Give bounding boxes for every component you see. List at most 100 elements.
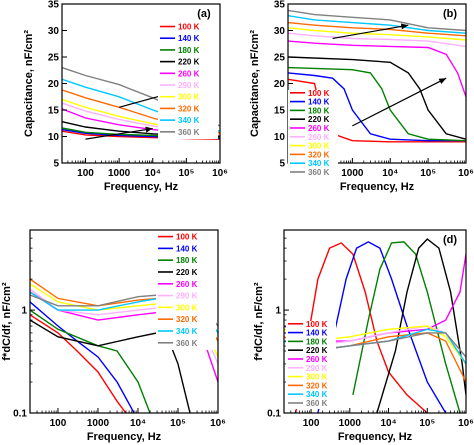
series-group [288, 9, 466, 143]
y-tick-label: 20 [274, 79, 286, 90]
x-tick-label: 10⁵ [419, 418, 435, 429]
x-tick-label: 1000 [339, 418, 362, 429]
plot-frame [283, 229, 467, 414]
legend-entry: 360 K [176, 339, 198, 348]
y-tick-label: 1 [21, 306, 27, 317]
y-tick-label: 35 [48, 0, 60, 11]
x-tick-label: 10⁵ [178, 168, 194, 179]
y-tick-label: 30 [274, 26, 286, 37]
series-line-220k [288, 56, 466, 140]
x-tick-label: 1000 [341, 168, 364, 179]
y-tick-label: 25 [274, 53, 286, 64]
legend-entry: 100 K [308, 89, 330, 98]
y-tick-label: 20 [48, 79, 60, 90]
series-line-290k [288, 32, 466, 48]
x-tick-label: 1000 [87, 418, 110, 429]
panel-label: (d) [443, 234, 457, 246]
plot-frame [29, 229, 219, 414]
y-tick-label: 10 [48, 132, 60, 143]
x-tick-label: 10⁶ [458, 418, 474, 429]
trend-arrowhead [438, 78, 447, 85]
legend-entry: 320 K [306, 381, 328, 390]
series-line-140k [317, 241, 447, 413]
x-tick-label: 100 [77, 168, 94, 179]
legend-entry: 220 K [308, 115, 330, 124]
y-axis-label: f*dC/df, nF/cm² [1, 282, 13, 361]
legend-entry: 320 K [178, 104, 200, 113]
legend-entry: 220 K [176, 268, 198, 277]
legend-entry: 260 K [176, 280, 198, 289]
legend-entry: 360 K [308, 168, 330, 177]
y-tick-label: 15 [274, 106, 286, 117]
legend-entry: 340 K [306, 390, 328, 399]
series-line-180k [30, 309, 151, 413]
y-tick-label: 15 [48, 106, 60, 117]
trend-arrow [352, 77, 447, 127]
series-line-320k [288, 21, 466, 37]
x-tick-label: 10⁶ [212, 168, 228, 179]
legend-entry: 220 K [306, 346, 328, 355]
series-line-100k [30, 314, 127, 413]
series-line-100k [295, 242, 428, 413]
legend-entry: 180 K [308, 106, 330, 115]
legend-entry: 340 K [176, 327, 198, 336]
legend-entry: 100 K [176, 233, 198, 242]
y-axis-label: Capacitance, nF/cm² [23, 30, 35, 137]
legend-entry: 100 K [306, 320, 328, 329]
trend-arrow [332, 24, 409, 40]
panel-label: (b) [443, 8, 457, 20]
series-line-100k [288, 78, 466, 143]
legend-entry: 290 K [306, 364, 328, 373]
legend-entry: 140 K [306, 329, 328, 338]
y-axis-label: Capacitance, nF/cm² [249, 30, 261, 137]
series-line-140k [30, 301, 135, 413]
series-line-140k [288, 72, 466, 142]
series-line-260k [288, 40, 466, 98]
legend-entry: 260 K [178, 69, 200, 78]
legend-entry: 180 K [306, 337, 328, 346]
legend-entry: 300 K [306, 373, 328, 382]
x-tick-label: 10⁶ [458, 168, 474, 179]
x-tick-label: 100 [50, 418, 67, 429]
panel-a: 100 1000 10⁴ 10⁵ 10⁶ 5 10 15 20 25 30 35 Frequency, … [23, 0, 228, 193]
x-axis-label: Frequency, Hz [340, 181, 415, 193]
legend-entry: 180 K [176, 256, 198, 265]
series-line-220k [30, 319, 191, 413]
y-tick-label: 1 [275, 306, 281, 317]
legend-entry: 260 K [306, 355, 328, 364]
x-tick-label: 10⁵ [170, 418, 186, 429]
legend-entry: 320 K [176, 315, 198, 324]
series-line-360k [288, 9, 466, 32]
legend-entry: 300 K [308, 142, 330, 151]
x-tick-label: 1000 [108, 168, 131, 179]
legend-entry: 340 K [308, 159, 330, 168]
y-tick-label: 5 [53, 159, 59, 170]
legend-entry: 260 K [308, 124, 330, 133]
legend-entry: 300 K [178, 93, 200, 102]
x-tick-label: 10⁴ [380, 418, 396, 429]
legend-entry: 290 K [308, 133, 330, 142]
x-tick-label: 10⁵ [420, 168, 436, 179]
legend-entry: 220 K [178, 58, 200, 67]
series-line-340k [288, 15, 466, 34]
panel-d: 100 1000 10⁴ 10⁵ 10⁶ 0.1 1 Frequency, Hz f*dC/df… [253, 229, 474, 443]
y-tick-label: 30 [48, 26, 60, 37]
panel-b: 100100010⁴10⁵10⁶5101520253035Frequency, … [249, 0, 474, 193]
x-axis-label: Frequency, Hz [338, 431, 413, 443]
x-tick-label: 100 [303, 418, 320, 429]
x-axis-label: Frequency, Hz [87, 431, 162, 443]
y-axis-label: f*dC/df, nF/cm² [253, 282, 265, 361]
legend-entry: 300 K [176, 303, 198, 312]
y-tick-label: 0.1 [13, 409, 27, 420]
x-tick-label: 10⁶ [210, 418, 226, 429]
x-tick-label: 10⁴ [382, 168, 398, 179]
legend-entry: 360 K [178, 128, 200, 137]
x-tick-label: 10⁴ [145, 168, 161, 179]
legend-entry: 290 K [178, 81, 200, 90]
trend-arrow [85, 127, 153, 140]
